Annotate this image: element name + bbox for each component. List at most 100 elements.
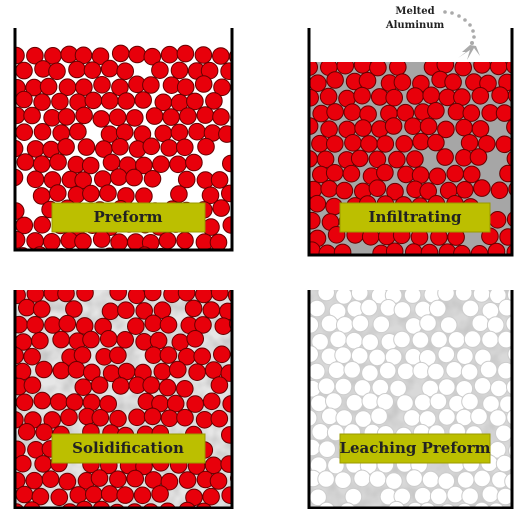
particle [15, 123, 34, 141]
particle [412, 132, 430, 151]
particle [166, 394, 185, 413]
particle [91, 47, 110, 66]
particle [135, 302, 153, 320]
particle [116, 331, 134, 349]
particle [82, 184, 100, 203]
particle [422, 86, 441, 105]
particle [396, 362, 415, 381]
particle [142, 137, 161, 156]
particle [386, 182, 404, 201]
particle [143, 407, 162, 426]
particle [335, 409, 354, 427]
particle [51, 92, 69, 111]
particle [33, 216, 52, 234]
particle [393, 301, 412, 319]
particle [109, 290, 127, 301]
particle [18, 298, 36, 317]
particle [134, 91, 152, 109]
particle [57, 138, 75, 156]
particle [218, 125, 232, 143]
particle [420, 243, 439, 255]
particle [376, 135, 395, 153]
particle [461, 392, 479, 411]
particle [111, 44, 130, 63]
particle [163, 290, 181, 304]
particle [202, 392, 221, 411]
particle [326, 103, 344, 121]
particle [478, 135, 496, 153]
particle [160, 45, 179, 64]
particle [31, 487, 50, 506]
particle [23, 347, 41, 366]
particle [169, 360, 187, 379]
particle [489, 290, 507, 305]
particle [143, 290, 162, 302]
particle [419, 314, 437, 332]
particle [184, 299, 203, 318]
particle [160, 139, 178, 157]
particle-group [15, 44, 232, 250]
particle [15, 471, 26, 490]
particle [350, 149, 369, 168]
particle [26, 316, 45, 334]
particle [23, 501, 41, 508]
particle [162, 108, 180, 126]
particle [15, 393, 34, 412]
particle [23, 106, 41, 125]
particle [403, 290, 422, 304]
particle [176, 231, 194, 250]
particle [350, 347, 369, 365]
particle [144, 346, 163, 365]
particle [471, 120, 490, 138]
particle [335, 181, 354, 200]
particle [151, 61, 169, 79]
panel-label: Leaching Preform [339, 439, 490, 457]
particle [141, 234, 160, 250]
particle [145, 107, 164, 125]
particle [212, 199, 230, 217]
particle [498, 298, 512, 317]
particle [57, 290, 75, 303]
particle [117, 92, 136, 110]
particle [188, 122, 206, 141]
particle [403, 409, 421, 427]
particle [50, 393, 68, 411]
particle [160, 409, 179, 428]
label-box [51, 433, 206, 464]
particle [368, 179, 387, 197]
particle [481, 485, 500, 504]
particle [82, 330, 100, 349]
particle [481, 330, 499, 349]
particle [360, 298, 378, 317]
particle [115, 123, 134, 141]
particle [427, 133, 445, 152]
particle [67, 361, 86, 379]
particle [221, 426, 232, 444]
particle [128, 45, 146, 64]
particle [369, 62, 387, 77]
particle [33, 391, 52, 410]
particle [361, 364, 379, 382]
particle [353, 469, 371, 488]
particle [76, 290, 94, 302]
particle [74, 171, 92, 189]
particle [456, 471, 475, 489]
particle [317, 470, 335, 488]
particle [439, 316, 458, 334]
particle [74, 378, 93, 397]
particle [460, 134, 479, 152]
particle [110, 168, 128, 186]
particle [202, 487, 220, 506]
particle [69, 122, 87, 141]
particle [429, 487, 448, 506]
particle [169, 155, 187, 174]
particle [127, 290, 146, 305]
particle [309, 211, 321, 230]
particle [353, 379, 372, 397]
particle [176, 380, 194, 398]
particle [83, 61, 102, 79]
particle [495, 135, 512, 154]
particle [471, 87, 490, 105]
particle [325, 392, 343, 410]
